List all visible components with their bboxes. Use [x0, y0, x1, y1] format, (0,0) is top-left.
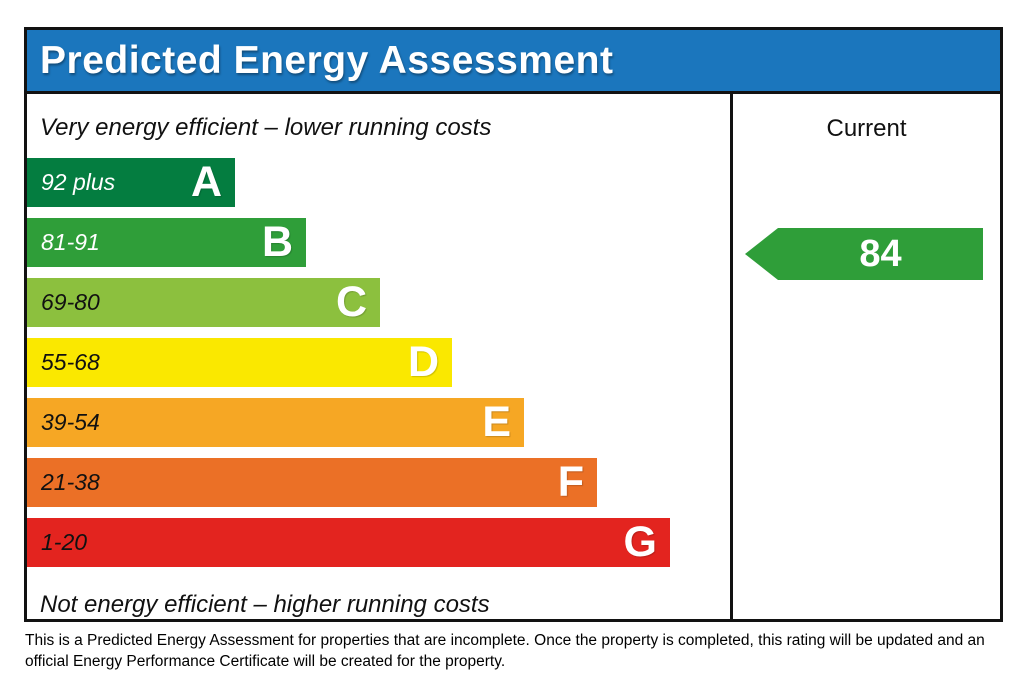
- assessment-chart-box: Predicted Energy Assessment Very energy …: [24, 27, 1003, 622]
- band-range-label: 39-54: [41, 409, 100, 435]
- current-rating-arrow: 84: [745, 228, 983, 280]
- bottom-caption: Not energy efficient – higher running co…: [40, 591, 490, 618]
- band-letter: B: [261, 218, 293, 266]
- epc-band-c: 69-80 C: [27, 278, 380, 327]
- rating-bands-panel: Very energy efficient – lower running co…: [27, 94, 730, 619]
- band-range-label: 92 plus: [41, 169, 116, 195]
- band-range-label: 1-20: [41, 529, 88, 555]
- epc-band-d: 55-68 D: [27, 338, 452, 387]
- epc-band-f: 21-38 F: [27, 458, 597, 507]
- page-title: Predicted Energy Assessment: [40, 38, 614, 82]
- epc-band-e: 39-54 E: [27, 398, 524, 447]
- current-rating-column: Current 84: [730, 94, 1000, 619]
- epc-band-b: 81-91 B: [27, 218, 306, 267]
- band-range-label: 69-80: [41, 289, 100, 315]
- band-range-label: 55-68: [41, 349, 100, 375]
- band-letter: F: [557, 458, 584, 506]
- chart-content: Very energy efficient – lower running co…: [27, 94, 1000, 619]
- footnote-line-1: This is a Predicted Energy Assessment fo…: [25, 632, 985, 649]
- band-letter: D: [407, 338, 439, 386]
- band-letter: G: [623, 518, 657, 566]
- current-rating-value: 84: [859, 232, 902, 275]
- top-caption: Very energy efficient – lower running co…: [40, 114, 492, 141]
- band-range-label: 21-38: [41, 469, 100, 495]
- epc-bands: 92 plus A 81-91 B 69-80 C 55-68 D 39-54 E 21-38 F 1-…: [27, 158, 730, 578]
- footnote: This is a Predicted Energy Assessment fo…: [25, 630, 985, 672]
- title-bar: Predicted Energy Assessment: [27, 30, 1000, 94]
- current-column-header: Current: [826, 115, 907, 142]
- band-letter: E: [482, 398, 511, 446]
- band-range-label: 81-91: [41, 229, 100, 255]
- band-letter: A: [190, 158, 222, 206]
- footnote-line-2: official Energy Performance Certificate …: [25, 653, 506, 670]
- epc-band-a: 92 plus A: [27, 158, 235, 207]
- band-letter: C: [335, 278, 367, 326]
- epc-band-g: 1-20 G: [27, 518, 670, 567]
